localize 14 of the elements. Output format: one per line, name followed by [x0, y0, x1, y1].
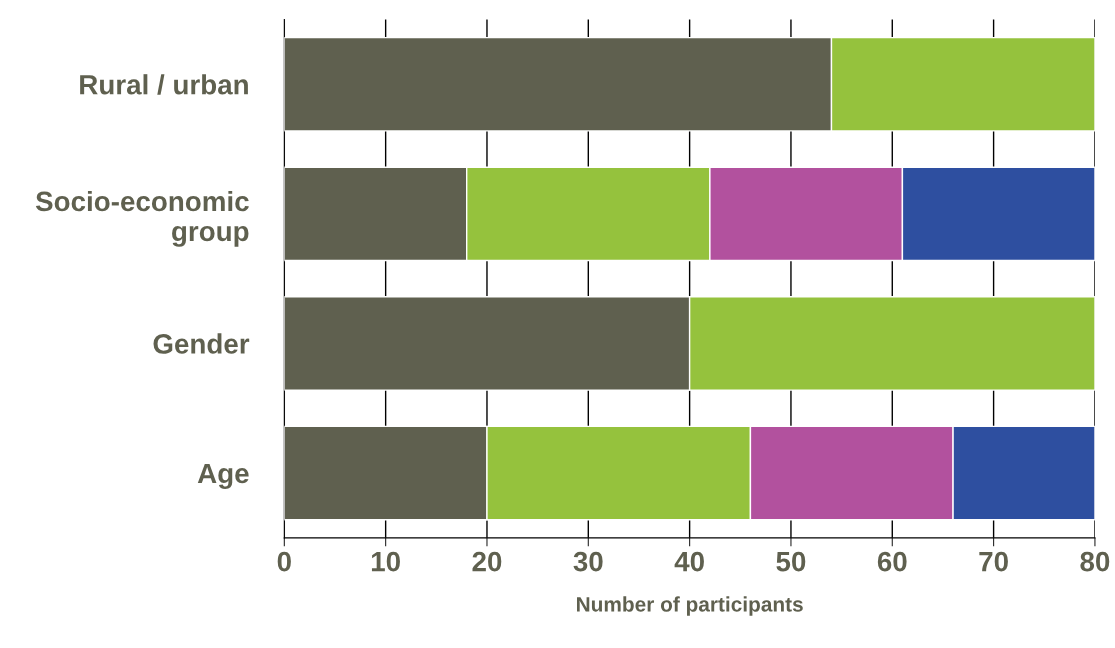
- x-tick-label: 30: [573, 551, 603, 572]
- y-tick-label: Age: [197, 463, 249, 489]
- y-tick-label: Rural / urban: [80, 74, 248, 95]
- x-axis-title: Number of participants: [577, 596, 803, 616]
- x-tick-label: 70: [979, 551, 1008, 572]
- x-tick-label: 50: [776, 551, 806, 572]
- x-tick-label: 20: [472, 551, 502, 572]
- x-tick-label: 10: [371, 551, 400, 572]
- x-tick-label: 0: [277, 551, 291, 572]
- x-tick-label: 40: [674, 551, 704, 572]
- x-tick-label: 80: [1080, 551, 1110, 572]
- x-tick-label: 60: [877, 551, 907, 572]
- y-tick-label: Gender: [153, 333, 250, 354]
- y-tick-label: Socio-economic group: [35, 190, 249, 247]
